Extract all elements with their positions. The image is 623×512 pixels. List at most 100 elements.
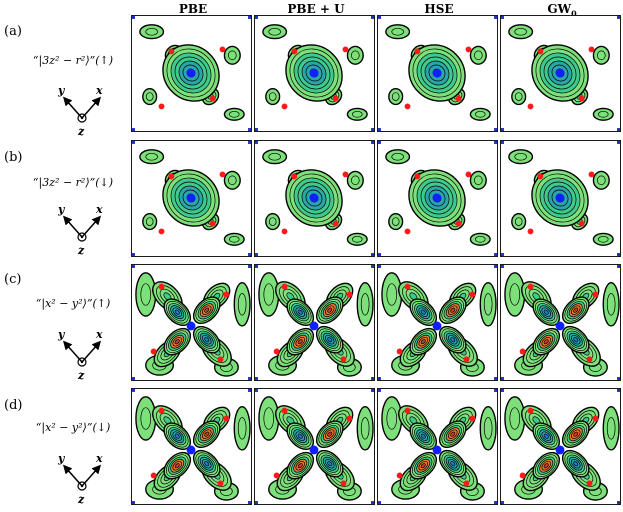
red-atom — [588, 46, 595, 53]
red-atom — [273, 472, 280, 479]
corner-marker — [248, 377, 251, 380]
corner-marker — [248, 141, 251, 144]
svg-text:x: x — [95, 203, 103, 216]
row-orbital-d: “|x² − y²⟩”(↓) — [35, 421, 111, 434]
contour-lobe — [438, 449, 467, 478]
corner-marker — [501, 128, 504, 131]
contour-lobe — [286, 298, 315, 326]
svg-text:x: x — [95, 452, 103, 465]
contour-lobe — [438, 296, 467, 325]
contour-lobe — [262, 24, 288, 40]
red-atom — [537, 48, 544, 55]
red-atom — [463, 480, 470, 487]
corner-marker — [248, 16, 251, 19]
corner-marker — [255, 16, 258, 19]
red-atom — [223, 291, 230, 298]
corner-marker — [371, 253, 374, 256]
column-header-gw0: GW0 — [547, 2, 577, 19]
red-atom — [527, 407, 534, 414]
red-atom — [469, 291, 476, 298]
contour-lobe — [346, 45, 364, 65]
red-atom — [455, 220, 462, 227]
red-atom — [281, 407, 288, 414]
corner-marker — [132, 128, 135, 131]
red-atom — [158, 228, 165, 235]
corner-marker — [501, 253, 504, 256]
contour-lobe — [511, 88, 527, 106]
contour-lobe — [286, 327, 315, 356]
svg-text:z: z — [77, 369, 85, 382]
contour-lobe — [592, 45, 610, 65]
corner-marker — [371, 389, 374, 392]
red-atom — [150, 348, 157, 355]
corner-marker — [494, 389, 497, 392]
red-atom — [223, 415, 230, 422]
contour-lobe — [438, 325, 467, 354]
contour-lobe — [233, 406, 251, 451]
contour-panel-b-1 — [131, 140, 252, 257]
corner-marker — [494, 501, 497, 504]
red-atom — [414, 173, 421, 180]
contour-lobe — [315, 449, 344, 478]
contour-lobe — [479, 282, 497, 327]
contour-lobe — [479, 406, 497, 451]
contour-lobe — [258, 272, 280, 317]
red-atom — [465, 46, 472, 53]
red-atom — [465, 171, 472, 178]
row-letter-c: (c) — [4, 272, 22, 287]
red-atom — [592, 415, 599, 422]
corner-marker — [248, 128, 251, 131]
contour-lobe — [508, 149, 534, 165]
contour-lobe — [192, 449, 221, 478]
contour-lobe — [602, 282, 620, 327]
contour-lobe — [233, 282, 251, 327]
red-atom — [209, 220, 216, 227]
corner-marker — [501, 141, 504, 144]
contour-panel-b-2 — [254, 140, 375, 257]
corner-marker — [378, 377, 381, 380]
corner-marker — [255, 377, 258, 380]
corner-marker — [132, 16, 135, 19]
corner-marker — [132, 265, 135, 268]
svg-text:y: y — [57, 452, 66, 465]
contour-lobe — [142, 213, 158, 231]
contour-panel-c-4 — [500, 264, 621, 381]
svg-text:x: x — [95, 328, 103, 341]
contour-lobe — [192, 296, 221, 325]
contour-lobe — [561, 420, 590, 449]
corner-marker — [378, 128, 381, 131]
red-atom — [158, 407, 165, 414]
corner-marker — [255, 141, 258, 144]
contour-lobe — [356, 282, 374, 327]
contour-panel-b-3 — [377, 140, 498, 257]
corner-marker — [132, 389, 135, 392]
contour-lobe — [592, 170, 610, 190]
red-atom — [527, 228, 534, 235]
svg-text:y: y — [57, 84, 66, 97]
contour-lobe — [192, 420, 221, 449]
contour-lobe — [388, 213, 404, 231]
contour-lobe — [223, 45, 241, 65]
column-header-pbe-u: PBE + U — [287, 2, 345, 16]
corner-marker — [248, 265, 251, 268]
contour-lobe — [469, 107, 491, 121]
red-atom — [209, 95, 216, 102]
center-atom — [186, 445, 196, 455]
corner-marker — [378, 265, 381, 268]
contour-lobe — [381, 272, 403, 317]
red-atom — [527, 103, 534, 110]
row-letter-d: (d) — [4, 398, 23, 413]
corner-marker — [378, 253, 381, 256]
contour-lobe — [142, 88, 158, 106]
contour-panel-b-4 — [500, 140, 621, 257]
red-atom — [455, 95, 462, 102]
contour-lobe — [223, 232, 245, 246]
contour-lobe — [139, 149, 165, 165]
red-atom — [578, 220, 585, 227]
contour-lobe — [388, 88, 404, 106]
contour-panel-c-1 — [131, 264, 252, 381]
center-atom — [186, 193, 196, 203]
contour-lobe — [385, 24, 411, 40]
corner-marker — [494, 16, 497, 19]
